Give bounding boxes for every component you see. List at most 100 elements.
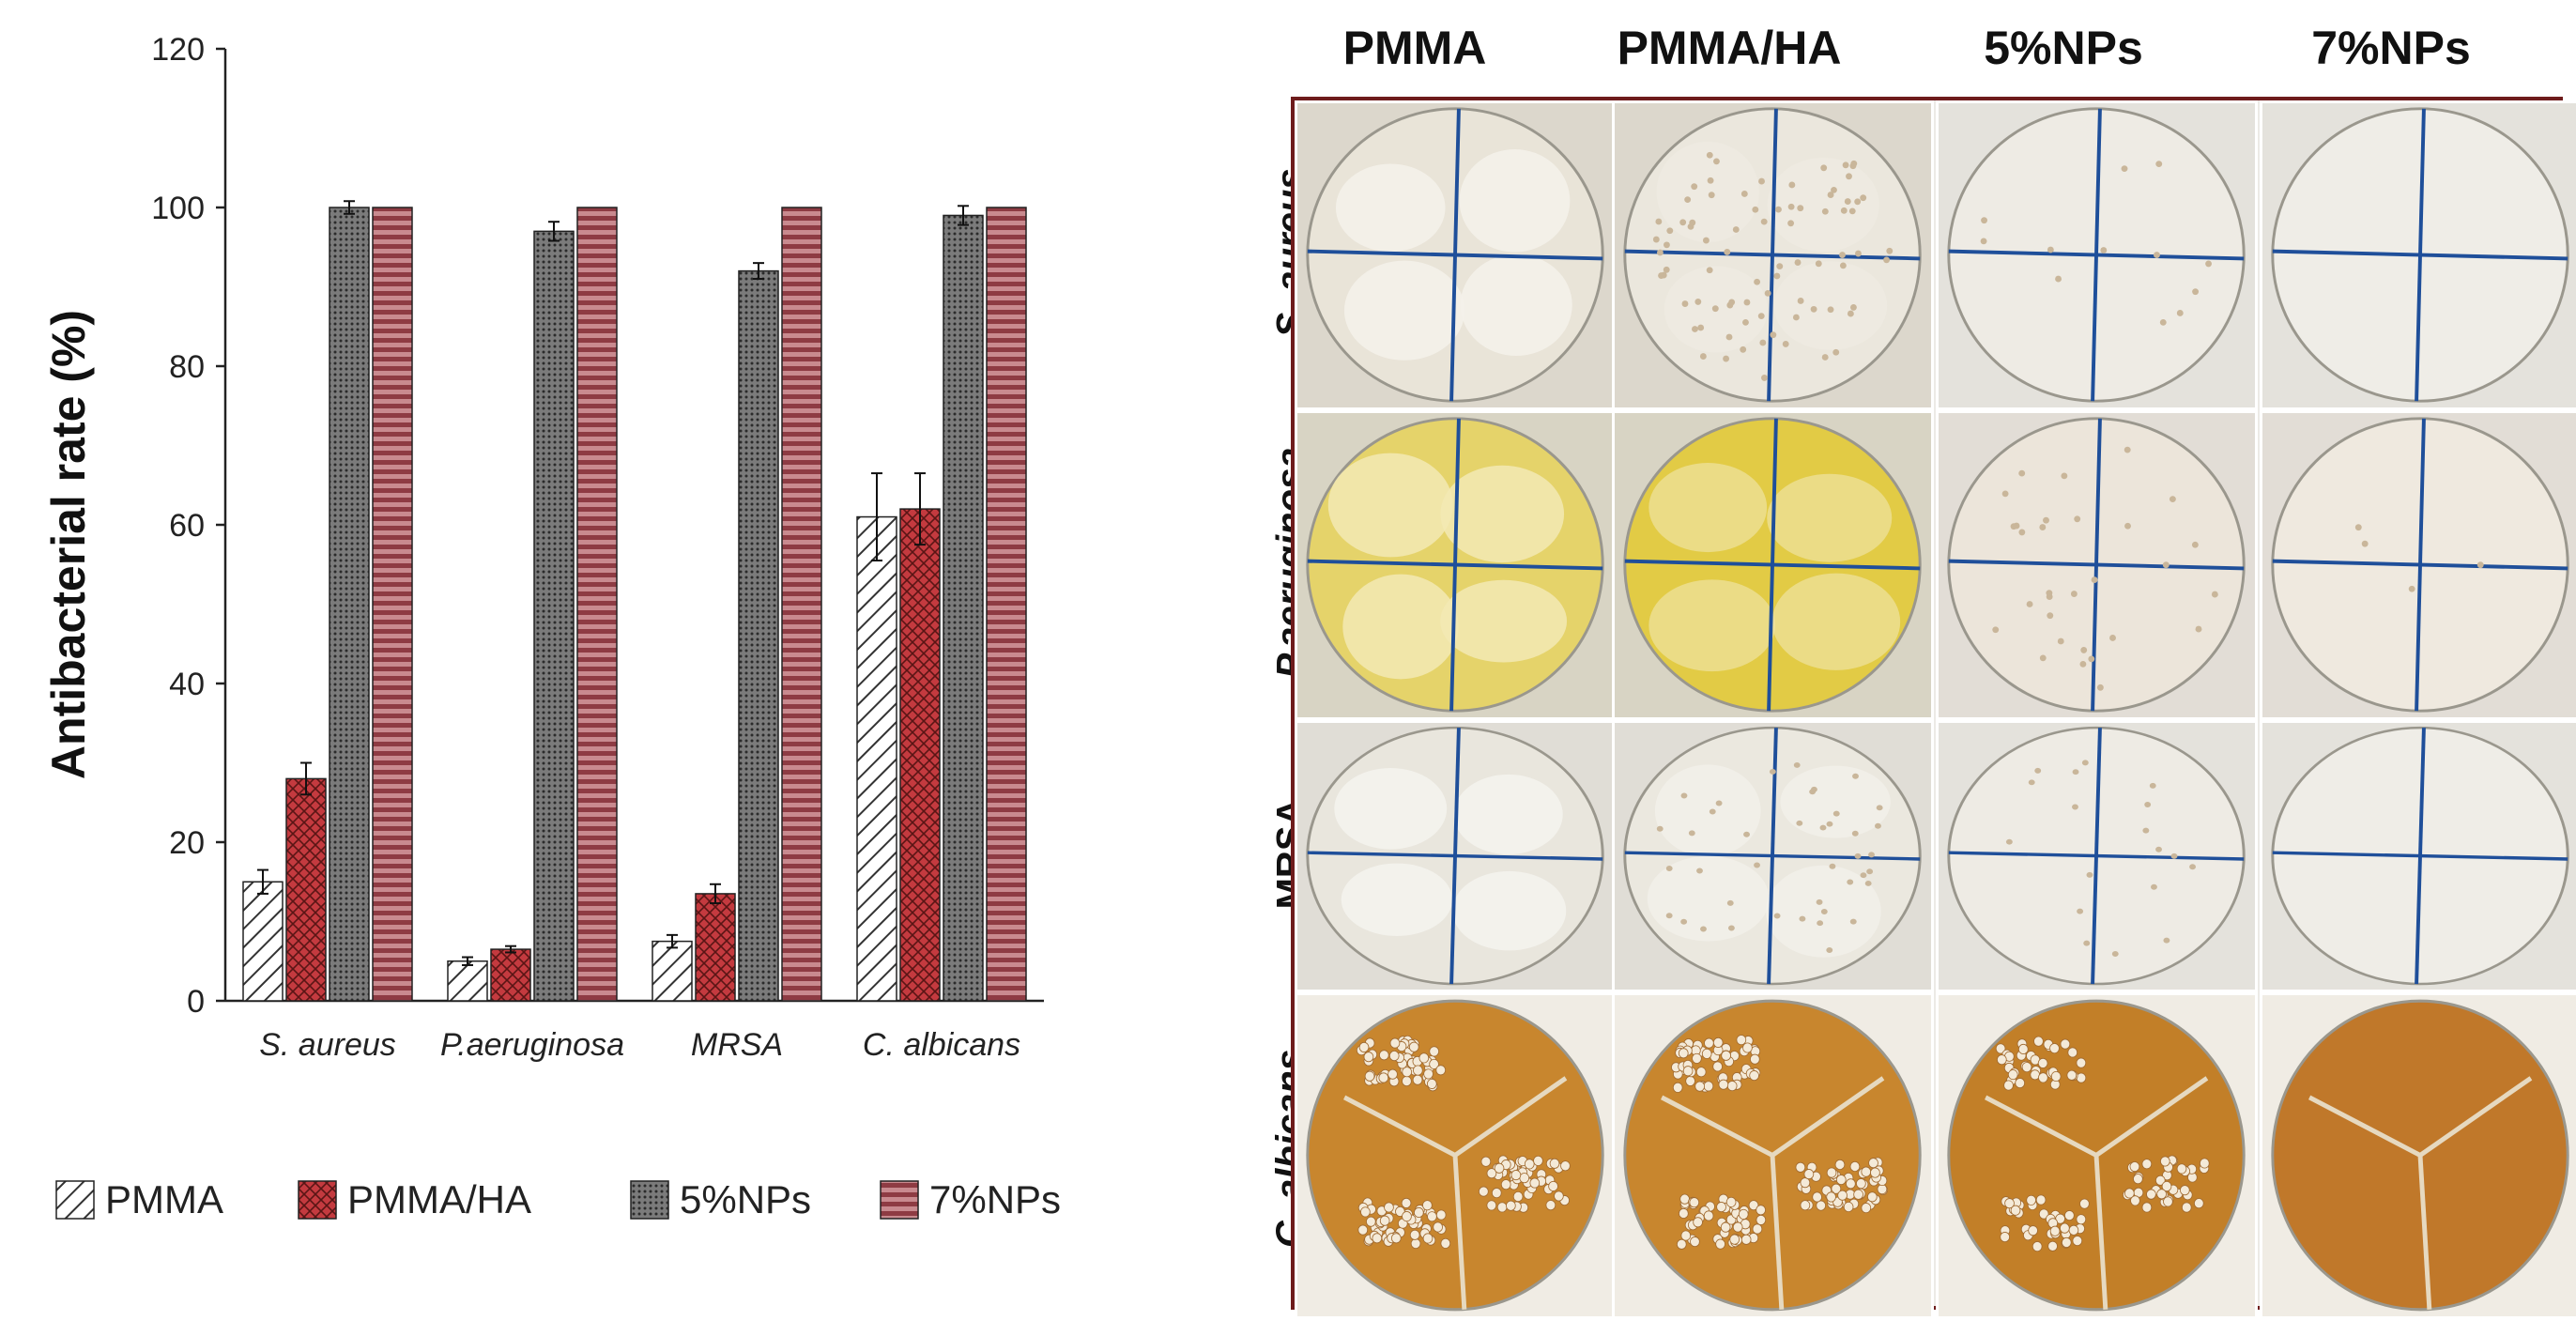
colony xyxy=(1743,831,1750,837)
colony xyxy=(2159,318,2167,326)
colony xyxy=(1835,1175,1847,1186)
colony xyxy=(1736,1035,1747,1046)
colony xyxy=(1844,198,1851,205)
bar-PMMA-3 xyxy=(856,515,897,1002)
colony xyxy=(1496,1202,1508,1213)
colony xyxy=(1682,1066,1694,1077)
colony xyxy=(1706,151,1713,159)
colony xyxy=(1413,1065,1423,1076)
colony xyxy=(2181,1202,2192,1213)
bacterial-lawn xyxy=(1335,163,1446,253)
colony xyxy=(1410,1238,1421,1250)
colony xyxy=(2189,864,2197,870)
colony xyxy=(2028,779,2035,786)
colony xyxy=(1414,1206,1424,1219)
colony xyxy=(2109,635,2116,641)
colony xyxy=(2050,1070,2062,1083)
colony xyxy=(1665,866,1673,872)
colony xyxy=(2162,561,2170,569)
colony xyxy=(1821,207,1829,215)
colony xyxy=(2141,1202,2153,1213)
bacterial-lawn xyxy=(1656,141,1759,242)
column-header: 7%NPs xyxy=(2311,22,2471,74)
legend-swatch xyxy=(880,1180,919,1220)
colony xyxy=(1758,177,1765,185)
colony xyxy=(1849,918,1857,925)
colony xyxy=(1846,1178,1856,1190)
colony xyxy=(2038,1208,2049,1220)
colony xyxy=(1360,1206,1371,1218)
colony xyxy=(1656,249,1664,256)
colony xyxy=(2074,515,2081,523)
colony xyxy=(1692,326,1698,332)
colony xyxy=(2077,908,2084,914)
colony xyxy=(2163,1196,2173,1207)
plate-quadrant-line xyxy=(2415,418,2426,712)
plate-quadrant-line xyxy=(1767,108,1778,402)
bacterial-lawn xyxy=(1648,579,1776,672)
bacterial-lawn xyxy=(1648,463,1768,553)
colony xyxy=(2354,524,2362,531)
bar-PMMAHA-0 xyxy=(285,777,327,1002)
column-header: 5%NPs xyxy=(1984,22,2143,74)
colony xyxy=(2124,522,2131,530)
bar-7NPs-2 xyxy=(781,207,822,1002)
colony xyxy=(2146,1189,2156,1200)
plate-divider xyxy=(1343,1095,1457,1158)
colony xyxy=(1679,1207,1689,1219)
colony xyxy=(2086,871,2093,878)
colony xyxy=(2100,247,2108,253)
bar-PMMA-2 xyxy=(652,940,693,1002)
colony xyxy=(1429,1046,1439,1057)
colony xyxy=(1422,1200,1433,1211)
colony xyxy=(1732,1221,1743,1233)
colony xyxy=(1664,241,1670,249)
colony xyxy=(1787,220,1795,227)
bacterial-lawn xyxy=(1771,573,1901,670)
colony xyxy=(1742,1042,1753,1053)
colony xyxy=(2038,1072,2048,1083)
bacterial-lawn xyxy=(1767,157,1879,253)
colony xyxy=(1827,306,1834,314)
colony xyxy=(2055,275,2062,283)
colony xyxy=(1366,1216,1376,1227)
colony xyxy=(1702,237,1710,244)
colony xyxy=(1500,1179,1511,1190)
colony xyxy=(1875,822,1881,829)
colony xyxy=(1358,1041,1370,1052)
colony xyxy=(1748,1200,1759,1211)
colony xyxy=(1800,1177,1811,1189)
colony xyxy=(2047,246,2054,253)
colony xyxy=(1486,1168,1497,1179)
colony xyxy=(1754,278,1761,285)
colony xyxy=(1364,1070,1375,1082)
colony xyxy=(2047,1240,2058,1252)
colony xyxy=(2010,523,2017,530)
y-tick-label: 20 xyxy=(169,825,205,861)
colony xyxy=(1826,1191,1836,1203)
colony xyxy=(1810,305,1817,313)
colony xyxy=(1480,1156,1492,1167)
colony xyxy=(1764,289,1771,297)
colony xyxy=(2083,940,2091,946)
colony xyxy=(1510,1170,1522,1181)
colony xyxy=(1756,1205,1766,1216)
colony xyxy=(1827,192,1834,198)
bars-group xyxy=(242,200,1027,1002)
colony xyxy=(1743,299,1751,306)
legend-label: 5%NPs xyxy=(680,1177,811,1221)
colony xyxy=(2018,529,2026,536)
colony xyxy=(2176,310,2184,316)
colony xyxy=(1847,879,1854,885)
colony xyxy=(2142,827,2150,834)
colony xyxy=(1423,1068,1434,1080)
colony xyxy=(2141,1159,2153,1170)
colony xyxy=(1409,1229,1420,1240)
colony xyxy=(1684,196,1692,204)
bacterial-lawn xyxy=(1459,149,1571,253)
bar-PMMAHA-1 xyxy=(490,948,531,1002)
colony xyxy=(1773,913,1781,919)
colony xyxy=(1433,1221,1443,1233)
colony xyxy=(1712,1037,1724,1048)
bar-PMMA-0 xyxy=(242,881,284,1002)
